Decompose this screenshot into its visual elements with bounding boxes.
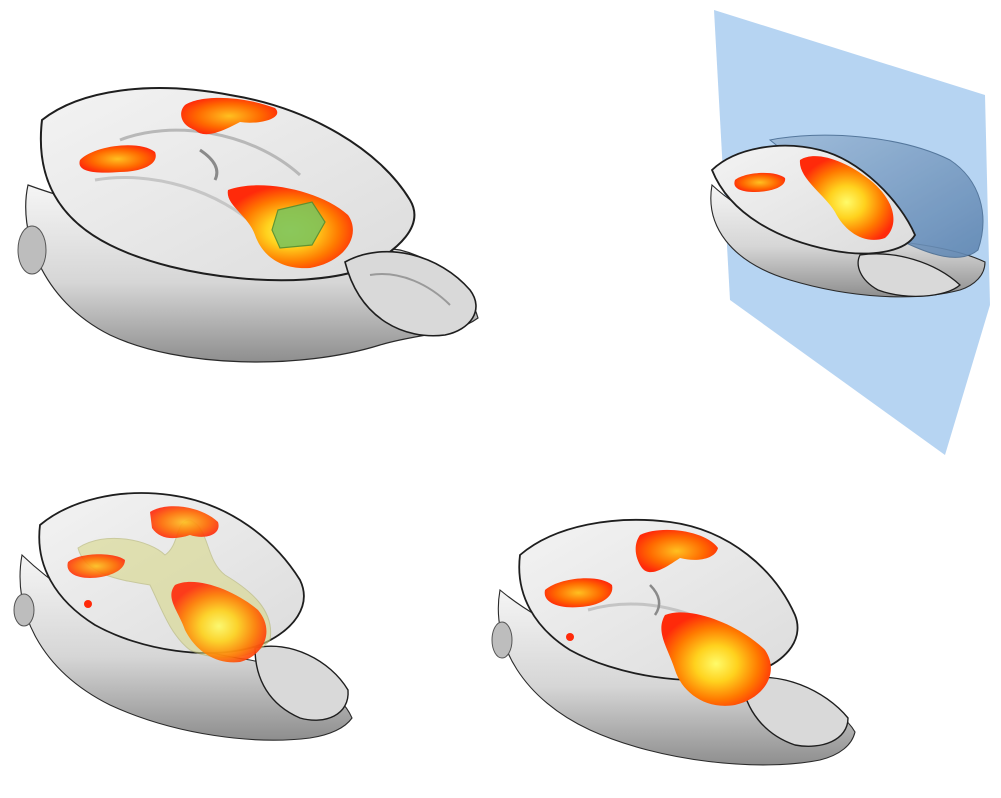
- activation-blob: [67, 554, 125, 578]
- panel-top-right: [710, 10, 990, 455]
- activation-blob: [544, 578, 613, 608]
- panel-top-left: [17, 87, 479, 363]
- brain-3d-render: [17, 87, 479, 363]
- activation-blob: [635, 529, 718, 573]
- activation-blob: [150, 506, 219, 539]
- roi-green-cube: [271, 201, 326, 249]
- activation-blob-main: [799, 156, 894, 240]
- activation-blob-main: [661, 612, 771, 706]
- activation-blob-main: [171, 581, 267, 663]
- activation-dot: [566, 633, 574, 641]
- activation-blob: [734, 172, 786, 192]
- panel-bottom-right: [491, 519, 856, 766]
- panel-bottom-left: [13, 492, 353, 741]
- activation-dot: [84, 600, 92, 608]
- activation-blob: [79, 145, 156, 173]
- activation-blob: [181, 97, 278, 135]
